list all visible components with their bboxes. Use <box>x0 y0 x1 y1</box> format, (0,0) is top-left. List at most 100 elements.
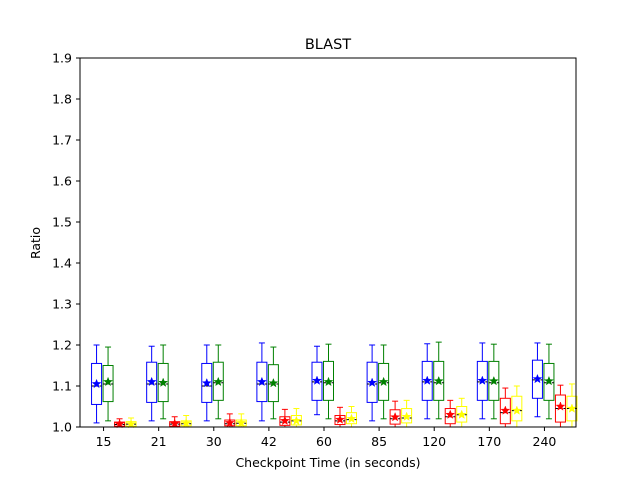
box-iqr <box>267 364 279 403</box>
box-mean-marker <box>236 417 247 428</box>
box-iqr <box>531 359 543 399</box>
box-plot <box>201 344 213 422</box>
chart-title: BLAST <box>305 37 351 53</box>
box-iqr <box>378 362 390 401</box>
box-mean-marker <box>312 375 322 385</box>
box-mean-marker <box>401 411 412 421</box>
y-tick-label: 1.0 <box>52 420 72 435</box>
box-plot <box>543 343 555 420</box>
box-plot <box>488 343 500 420</box>
y-tick-label: 1.7 <box>52 133 72 148</box>
y-tick-label: 1.5 <box>52 215 72 230</box>
box-mean-marker <box>346 413 357 424</box>
box-plot <box>157 344 169 420</box>
box-mean-marker <box>445 409 456 419</box>
box-mean-marker <box>456 409 467 419</box>
box-iqr <box>290 415 302 426</box>
box-plot <box>290 408 302 428</box>
box-mean-marker <box>511 405 522 415</box>
box-iqr <box>323 360 334 401</box>
box-plot <box>421 343 433 420</box>
box-mean-marker <box>103 376 114 387</box>
box-mean-marker <box>555 401 566 411</box>
box-mean-marker <box>390 411 401 422</box>
box-mean-marker <box>268 377 279 388</box>
box-mean-marker <box>213 376 224 387</box>
box-mean-marker <box>378 376 389 387</box>
box-mean-marker <box>291 415 302 426</box>
box-iqr <box>212 361 224 401</box>
box-mean-marker <box>181 418 192 428</box>
y-tick-label: 1.2 <box>52 338 72 353</box>
box-mean-marker <box>422 375 433 385</box>
box-iqr <box>444 408 456 425</box>
box-iqr <box>201 362 213 403</box>
box-mean-marker <box>146 376 157 387</box>
box-plot <box>334 406 346 428</box>
y-tick-label: 1.1 <box>52 379 72 394</box>
y-axis: 1.0 1.1 1.2 1.3 1.4 1.5 1.6 1.7 1.8 1.9 <box>52 51 80 435</box>
box-iqr <box>157 362 169 403</box>
box-iqr <box>256 361 268 403</box>
x-tick-label: 85 <box>371 434 387 449</box>
x-tick-label: 42 <box>261 434 277 449</box>
box-plot <box>125 417 137 429</box>
x-tick-label: 120 <box>422 434 446 449</box>
box-iqr <box>499 397 511 425</box>
box-plot <box>212 344 224 420</box>
box-plot <box>433 341 445 420</box>
box-iqr <box>91 362 103 405</box>
box-plot <box>531 342 543 418</box>
box-mean-marker <box>279 415 290 426</box>
y-tick-label: 1.6 <box>52 174 72 189</box>
box-mean-marker <box>126 418 137 429</box>
box-mean-marker <box>433 375 444 386</box>
x-axis-label: Checkpoint Time (in seconds) <box>235 455 420 470</box>
box-plot <box>366 344 378 422</box>
box-mean-marker <box>477 375 488 385</box>
box-mean-marker <box>335 414 345 424</box>
box-plot <box>102 346 114 422</box>
box-plot <box>91 344 103 424</box>
y-tick-label: 1.8 <box>52 92 72 107</box>
box-mean-marker <box>158 377 169 387</box>
box-iqr <box>389 409 401 425</box>
x-tick-label: 170 <box>477 434 501 449</box>
box-iqr <box>146 361 158 403</box>
box-mean-marker <box>367 377 378 387</box>
box-plot <box>311 345 323 416</box>
box-iqr <box>433 360 445 401</box>
box-mean-marker <box>532 373 543 384</box>
box-plot <box>256 342 268 422</box>
box-mean-marker <box>500 405 511 415</box>
box-plot <box>146 345 158 422</box>
box-mean-marker <box>224 417 235 428</box>
box-iqr <box>476 360 488 401</box>
x-tick-label: 240 <box>533 434 557 449</box>
box-iqr <box>311 361 323 401</box>
x-tick-label: 60 <box>316 434 332 449</box>
box-iqr <box>401 408 413 424</box>
plot-area-frame <box>79 57 577 428</box>
x-tick-label: 15 <box>96 434 112 449</box>
box-iqr <box>421 360 433 401</box>
box-iqr <box>511 395 523 422</box>
y-axis-label: Ratio <box>28 227 43 259</box>
y-tick-label: 1.3 <box>52 297 72 312</box>
box-plot <box>323 343 334 420</box>
box-iqr <box>366 361 378 403</box>
x-tick-label: 21 <box>151 434 167 449</box>
box-mean-marker <box>488 375 499 386</box>
box-plot <box>378 344 390 420</box>
y-tick-label: 1.9 <box>52 51 72 66</box>
box-iqr <box>346 412 357 425</box>
box-mean-marker <box>91 378 102 389</box>
box-mean-marker <box>323 376 334 387</box>
box-plot <box>267 346 279 420</box>
box-plot <box>401 399 413 428</box>
box-layer <box>91 341 578 429</box>
box-mean-marker <box>543 375 554 386</box>
box-mean-marker <box>169 418 180 428</box>
